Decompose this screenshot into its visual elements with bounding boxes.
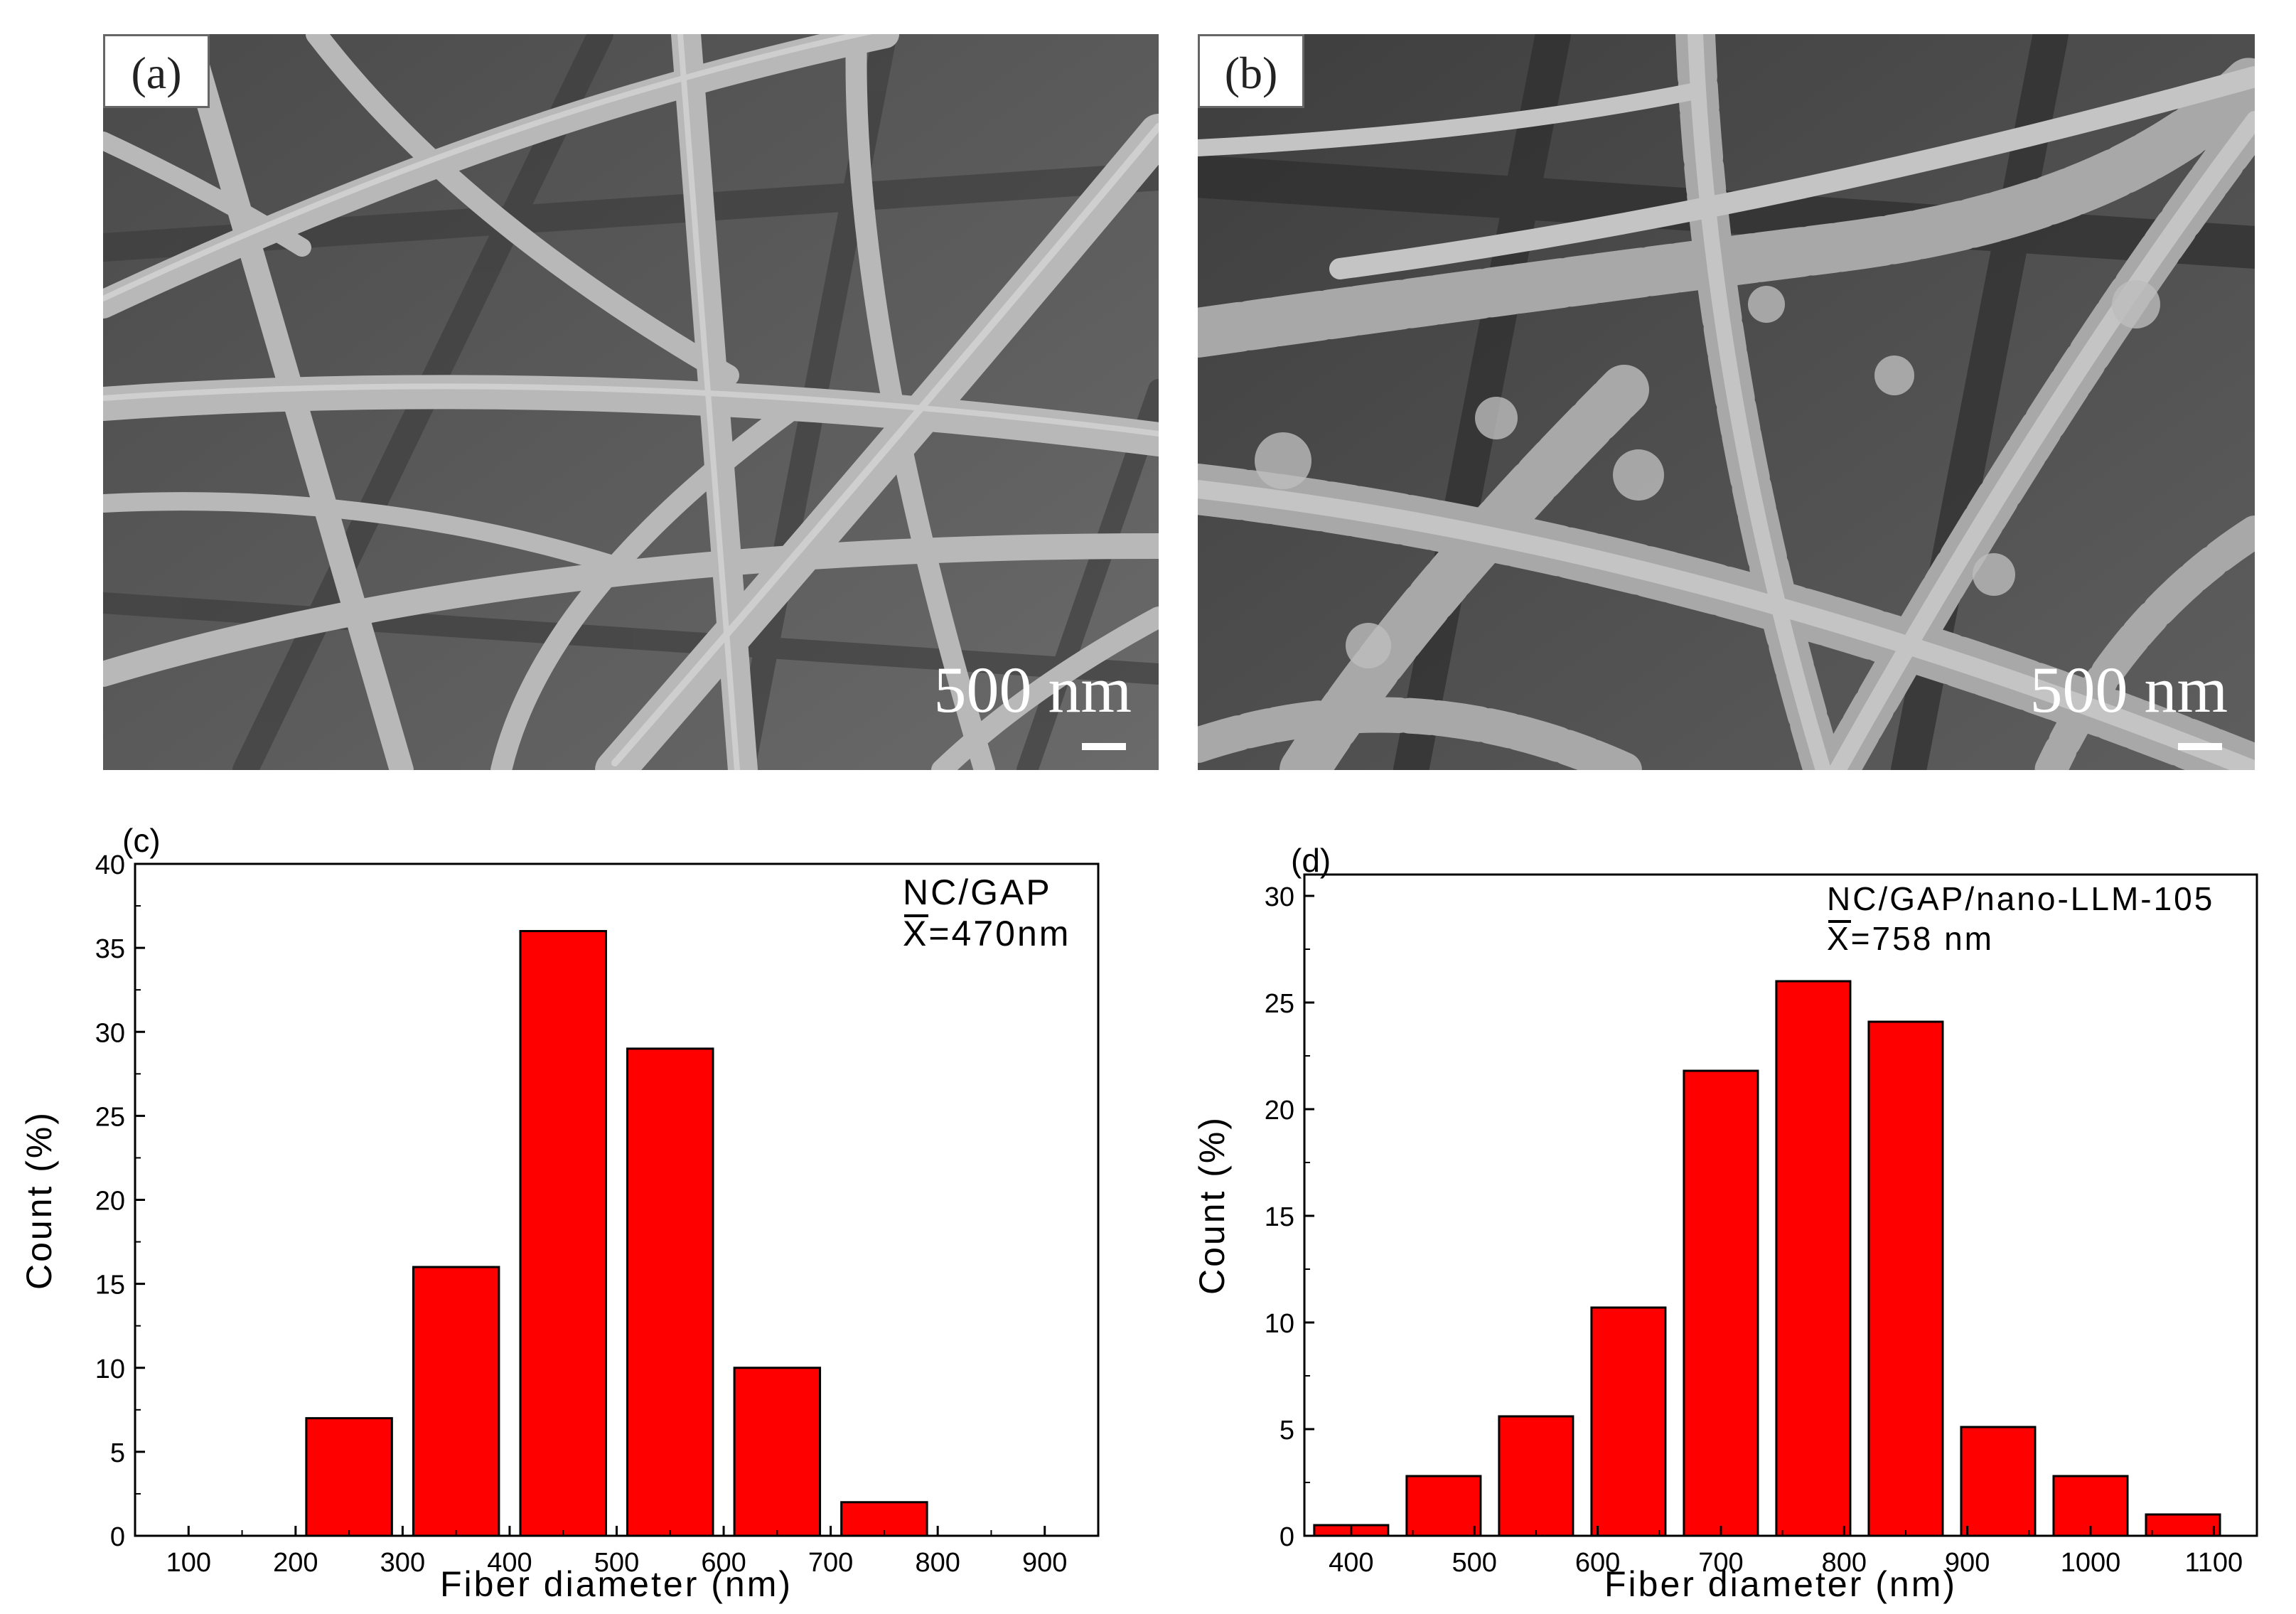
annotation-sample-d: NC/GAP/nano-LLM-105 [1827, 880, 2214, 917]
bar-d-625 [1590, 1306, 1667, 1537]
y-tick-label-d-0: 0 [1280, 1522, 1294, 1552]
bar-d-700 [1683, 1069, 1759, 1537]
annotation-sample-c: NC/GAP [903, 872, 1052, 912]
y-tick-label-d-10: 10 [1265, 1309, 1294, 1339]
sem-fiber-network-a [103, 34, 1159, 770]
panel-tag-d: (d) [1291, 842, 1331, 879]
scale-bar-b [2178, 743, 2222, 750]
x-tick-label-d-700: 700 [1698, 1548, 1743, 1578]
histogram-c: (c) 0 5 10 15 20 25 30 35 40 100 200 300 400 500 600 7… [19, 822, 1100, 1604]
plot-frame-c [134, 862, 1100, 1537]
y-tick-label-c-5: 5 [110, 1438, 125, 1468]
x-tick-label-c-600: 600 [701, 1548, 746, 1578]
annotation-mean-c: X=470nm [903, 914, 1071, 953]
scale-bar-a [1082, 743, 1126, 750]
x-tick-label-c-300: 300 [380, 1548, 425, 1578]
x-tick-label-d-800: 800 [1822, 1548, 1867, 1578]
bar-d-550 [1498, 1415, 1575, 1537]
x-tick-label-c-500: 500 [594, 1548, 639, 1578]
y-tick-label-d-20: 20 [1265, 1096, 1294, 1126]
x-tick-label-c-800: 800 [915, 1548, 960, 1578]
x-tick-label-d-600: 600 [1575, 1548, 1620, 1578]
x-tick-label-c-100: 100 [166, 1548, 211, 1578]
y-tick-label-c-0: 0 [110, 1522, 125, 1552]
x-tick-label-c-200: 200 [273, 1548, 318, 1578]
y-tick-label-c-25: 25 [95, 1102, 125, 1132]
x-tick-label-c-400: 400 [487, 1548, 532, 1578]
bar-d-850 [1867, 1020, 1944, 1537]
bar-c-350 [412, 1266, 500, 1537]
y-tick-label-d-5: 5 [1280, 1416, 1294, 1445]
bar-c-550 [626, 1047, 714, 1537]
panel-tag-c: (c) [122, 822, 161, 859]
panel-tag-a: (a) [103, 34, 210, 108]
sem-image-b: (b) 500 nm [1198, 34, 2255, 770]
x-tick-label-d-1100: 1100 [2184, 1548, 2243, 1578]
y-tick-label-c-10: 10 [95, 1354, 125, 1384]
y-tick-label-d-30: 30 [1265, 882, 1294, 912]
sem-fiber-network-b [1198, 34, 2255, 770]
y-tick-label-d-25: 25 [1265, 989, 1294, 1019]
y-tick-label-c-35: 35 [95, 934, 125, 964]
x-axis-label-d: Fiber diameter (nm) [1604, 1564, 1957, 1604]
sem-image-a: (a) 500 nm [103, 34, 1159, 770]
bar-d-1075 [2145, 1513, 2221, 1537]
bar-d-775 [1775, 980, 1852, 1537]
bar-c-450 [519, 930, 607, 1537]
bar-d-1000 [2052, 1475, 2129, 1537]
panel-tag-b: (b) [1198, 34, 1304, 108]
y-tick-label-c-30: 30 [95, 1018, 125, 1048]
y-tick-label-c-15: 15 [95, 1271, 125, 1300]
bar-d-475 [1405, 1475, 1482, 1537]
bar-d-925 [1960, 1426, 2037, 1537]
bar-c-650 [733, 1367, 822, 1537]
x-tick-label-c-700: 700 [808, 1548, 853, 1578]
x-axis-label-c: Fiber diameter (nm) [440, 1564, 793, 1604]
y-tick-label-c-40: 40 [95, 850, 125, 880]
x-tick-label-d-500: 500 [1452, 1548, 1497, 1578]
histogram-d: (d) 0 5 10 15 20 25 30 400 500 600 700 800 900 1000 1… [1192, 842, 2258, 1604]
x-tick-label-c-900: 900 [1022, 1548, 1067, 1578]
annotation-mean-d: X=758 nm [1827, 920, 1994, 957]
scale-bar-label-b: 500 nm [2029, 653, 2228, 726]
x-tick-label-d-900: 900 [1945, 1548, 1990, 1578]
x-tick-label-d-400: 400 [1329, 1548, 1373, 1578]
scale-bar-label-a: 500 nm [933, 653, 1132, 726]
y-axis-label-c: Count (%) [19, 1111, 59, 1290]
y-tick-label-d-15: 15 [1265, 1202, 1294, 1232]
y-tick-label-c-20: 20 [95, 1187, 125, 1217]
bar-c-250 [305, 1417, 393, 1537]
y-axis-label-d: Count (%) [1192, 1116, 1232, 1295]
x-tick-label-d-1000: 1000 [2061, 1548, 2121, 1578]
